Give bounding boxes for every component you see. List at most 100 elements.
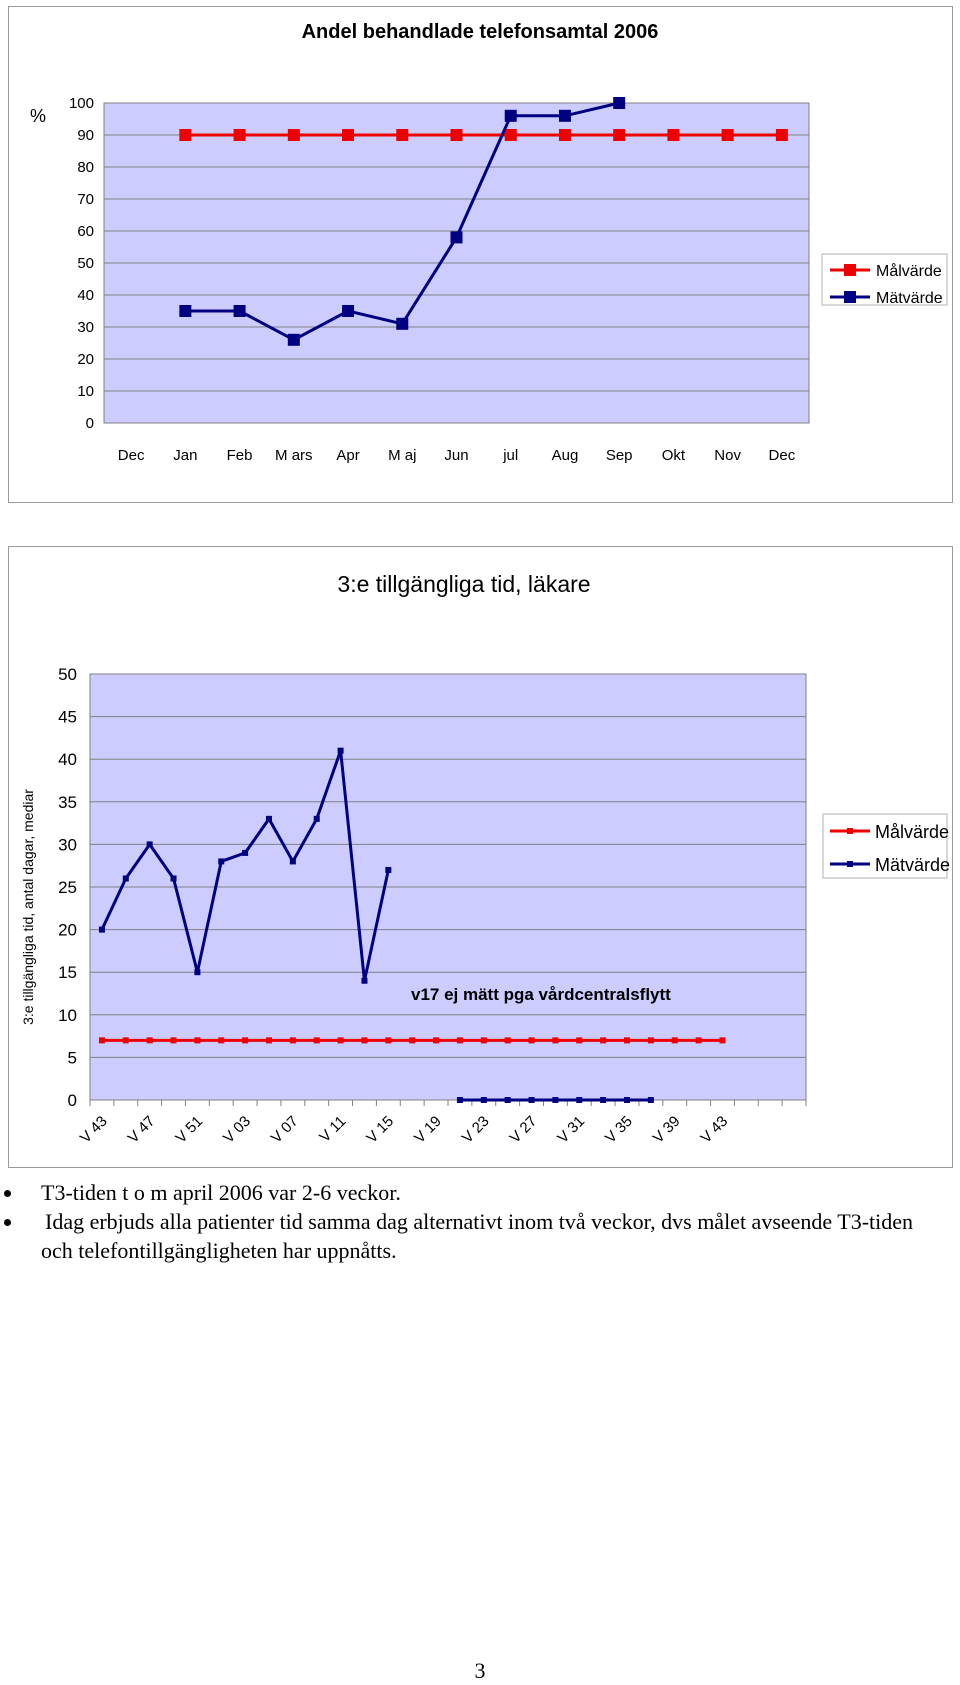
data-point xyxy=(600,1097,607,1103)
y-tick-label: 60 xyxy=(77,223,94,240)
x-tick-label: Dec xyxy=(769,447,796,464)
x-tick-label: Jun xyxy=(444,447,468,464)
legend-swatch-marker xyxy=(844,264,856,276)
data-point xyxy=(504,1037,511,1044)
data-point xyxy=(719,1037,726,1044)
data-point xyxy=(313,815,320,822)
data-point xyxy=(558,129,571,141)
data-point xyxy=(450,129,463,141)
x-tick-label: Jan xyxy=(173,447,197,464)
page-number: 3 xyxy=(474,1658,486,1683)
data-point xyxy=(721,129,734,141)
data-point xyxy=(552,1097,559,1103)
x-tick-label: V 11 xyxy=(316,1113,349,1146)
data-point xyxy=(613,97,626,109)
data-point xyxy=(480,1097,487,1103)
data-point xyxy=(342,129,355,141)
data-point xyxy=(266,815,272,822)
y-tick-label: 25 xyxy=(58,878,77,897)
x-tick-label: V 47 xyxy=(125,1113,159,1147)
data-point xyxy=(600,1037,607,1044)
y-tick-label: 50 xyxy=(77,255,94,272)
chart-tillganglig-tid: 0 5 10 15 20 25 30 35 40 45 50 V 43 V 47 V 51 V 03 V 07… xyxy=(8,546,953,1168)
x-tick-label: V 07 xyxy=(268,1113,302,1147)
data-point xyxy=(385,1037,392,1044)
data-point xyxy=(146,1037,153,1044)
data-point xyxy=(647,1097,654,1103)
data-point xyxy=(695,1037,702,1044)
data-point xyxy=(287,333,300,346)
chart-telefonsamtal: 0 10 20 30 40 50 60 70 80 90 100 Dec Jan Feb M ars Apr M… xyxy=(8,6,953,503)
x-tick-label: V 03 xyxy=(220,1113,254,1147)
bullet-icon xyxy=(4,1190,11,1197)
y-tick-label: 10 xyxy=(77,383,94,400)
data-point xyxy=(313,1037,320,1044)
data-point xyxy=(624,1097,630,1103)
x-tick-label: M aj xyxy=(388,447,416,464)
x-tick-label: Okt xyxy=(662,447,686,464)
data-point xyxy=(385,866,392,873)
y-tick-label: 40 xyxy=(58,750,77,769)
note-item: Idag erbjuds alla patienter tid samma da… xyxy=(0,1207,960,1265)
x-tick-label: V 31 xyxy=(554,1113,588,1147)
y-tick-label: 35 xyxy=(58,793,77,812)
data-point xyxy=(179,305,192,317)
y-tick-label: 20 xyxy=(77,351,94,368)
y-tick-label: 10 xyxy=(58,1006,77,1025)
y-tick-label: 30 xyxy=(58,835,77,854)
y-tick-label: 5 xyxy=(68,1048,77,1067)
y-tick-label: 30 xyxy=(77,319,94,336)
x-tick-label: V 35 xyxy=(602,1113,636,1147)
note-text: Idag erbjuds alla patienter tid samma da… xyxy=(41,1209,914,1263)
legend-swatch-marker xyxy=(847,861,853,867)
legend: Målvärde Mätvärde xyxy=(821,253,948,307)
data-point xyxy=(337,1037,344,1044)
x-tick-label: Sep xyxy=(606,447,633,464)
x-tick-label: jul xyxy=(502,447,518,464)
data-point xyxy=(671,1037,678,1044)
note-item: T3-tiden t o m april 2006 var 2-6 veckor… xyxy=(0,1178,960,1207)
y-tick-label: 50 xyxy=(58,665,77,684)
data-point xyxy=(450,231,463,244)
x-tick-label: Aug xyxy=(552,447,579,464)
data-point xyxy=(552,1037,559,1044)
chart-title: Andel behandlade telefonsamtal 2006 xyxy=(302,21,659,43)
x-tick-label: V 15 xyxy=(363,1113,397,1147)
data-point xyxy=(242,849,249,856)
chart-tillganglig-tid-svg: 0 5 10 15 20 25 30 35 40 45 50 V 43 V 47 V 51 V 03 V 07… xyxy=(20,571,950,1147)
data-point xyxy=(337,747,344,754)
data-point xyxy=(122,1037,129,1044)
data-point xyxy=(266,1037,272,1044)
data-point xyxy=(433,1037,440,1044)
data-point xyxy=(287,129,300,141)
data-point xyxy=(504,129,517,141)
y-tick-label: 80 xyxy=(77,159,94,176)
x-tick-label: Nov xyxy=(714,447,741,464)
data-point xyxy=(233,129,246,141)
data-point xyxy=(218,1037,225,1044)
data-point xyxy=(194,1037,201,1044)
data-point xyxy=(396,129,409,141)
data-point xyxy=(218,858,225,865)
data-point xyxy=(170,1037,177,1044)
data-point xyxy=(98,1037,105,1044)
data-point xyxy=(289,858,296,865)
data-point xyxy=(146,841,153,848)
x-tick-label: V 27 xyxy=(507,1113,541,1147)
y-tick-label: 0 xyxy=(86,415,94,432)
legend-box xyxy=(822,813,948,879)
x-tick-label: M ars xyxy=(275,447,313,464)
legend-label: Mätvärde xyxy=(876,290,943,307)
legend-label: Målvärde xyxy=(875,822,949,842)
data-point xyxy=(456,1097,463,1103)
data-point xyxy=(361,977,368,984)
y-tick-label: 15 xyxy=(58,963,77,982)
x-tick-label: V 19 xyxy=(411,1113,445,1147)
y-axis-label: 3:e tillgängliga tid, antal dagar, media… xyxy=(20,789,36,1025)
y-tick-label: 0 xyxy=(68,1091,77,1110)
data-point xyxy=(361,1037,368,1044)
notes-list: T3-tiden t o m april 2006 var 2-6 veckor… xyxy=(0,1178,960,1265)
data-point xyxy=(667,129,680,141)
data-point xyxy=(98,926,105,933)
y-axis-label: % xyxy=(30,106,46,126)
